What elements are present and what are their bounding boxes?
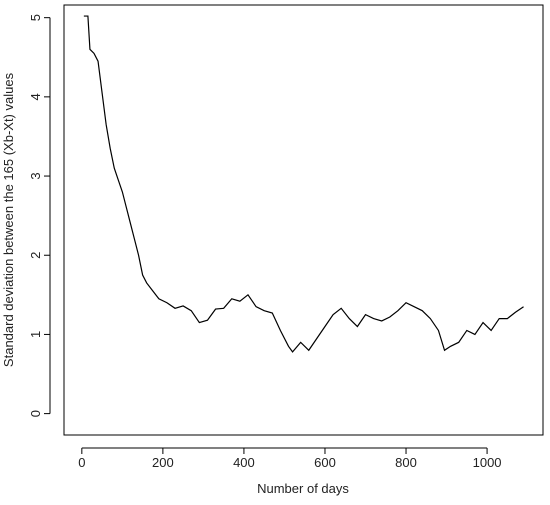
y-tick-label: 1 <box>28 331 43 338</box>
x-tick-label: 200 <box>152 455 174 470</box>
y-axis-label: Standard deviation between the 165 (Xb-X… <box>1 72 16 367</box>
y-tick-label: 3 <box>28 172 43 179</box>
data-line <box>83 15 524 353</box>
x-tick-label: 400 <box>233 455 255 470</box>
x-tick-label: 600 <box>314 455 336 470</box>
x-tick-label: 0 <box>78 455 85 470</box>
x-axis-label: Number of days <box>257 481 349 496</box>
plot-box <box>63 4 544 436</box>
y-tick-label: 0 <box>28 410 43 417</box>
x-tick-label: 1000 <box>473 455 502 470</box>
y-tick-label: 2 <box>28 252 43 259</box>
y-tick-label: 4 <box>28 93 43 100</box>
y-tick-label: 5 <box>28 14 43 21</box>
x-tick-label: 800 <box>395 455 417 470</box>
